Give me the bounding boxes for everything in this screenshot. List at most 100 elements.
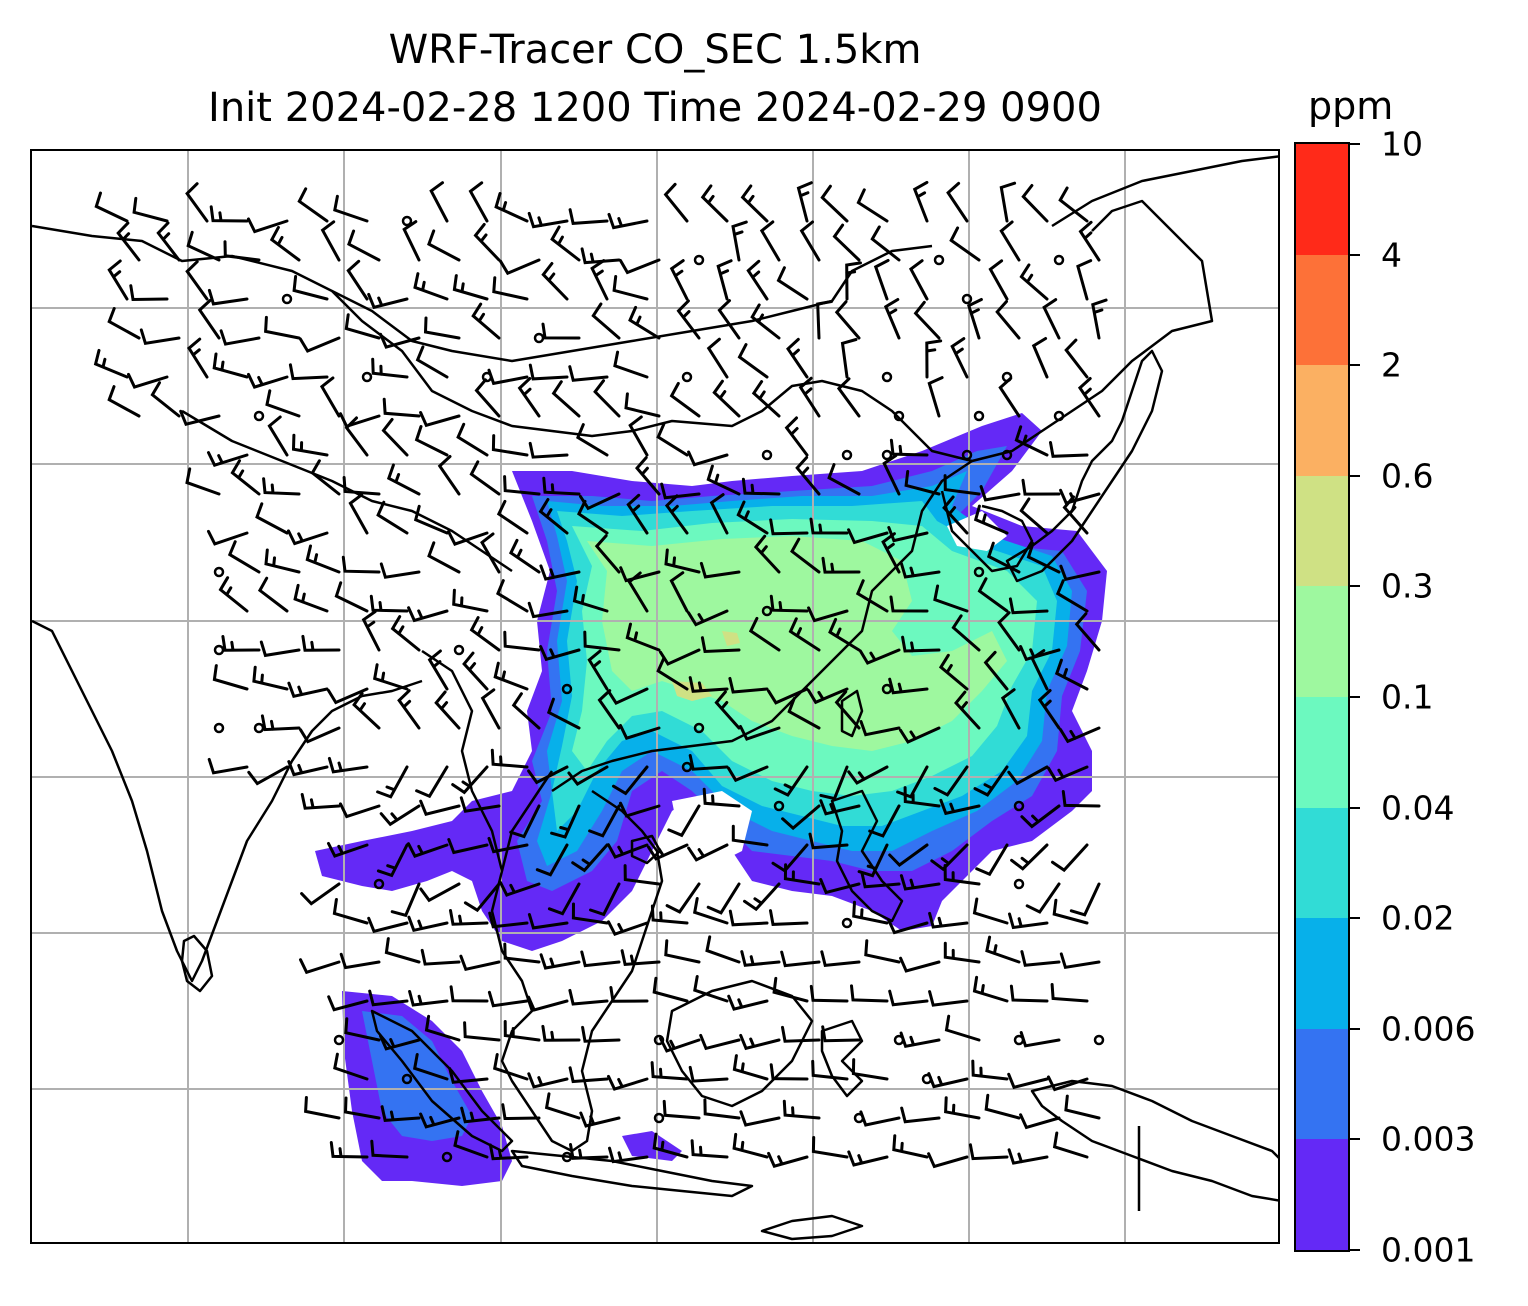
wind-barb	[688, 676, 729, 693]
wind-barb	[581, 1025, 621, 1043]
wind-barb	[197, 299, 221, 340]
calm-marker	[253, 410, 265, 422]
wind-barb	[899, 1031, 941, 1049]
wind-barb	[664, 548, 701, 574]
wind-barb	[705, 935, 741, 964]
wind-barb	[541, 1024, 581, 1042]
wind-barb	[859, 720, 901, 737]
wind-barb	[888, 677, 929, 695]
wind-barb	[1007, 765, 1049, 786]
wind-barb	[692, 897, 729, 925]
calm-marker	[973, 566, 985, 578]
wind-barb	[587, 649, 609, 691]
colorbar-segment	[1296, 475, 1348, 587]
wind-barb	[503, 942, 541, 964]
wind-barb	[379, 332, 421, 349]
wind-barb	[129, 284, 169, 302]
wind-barb	[628, 415, 649, 457]
wind-barb	[662, 1099, 701, 1120]
plume-level-0.1	[587, 536, 1007, 751]
wind-barb	[594, 534, 621, 574]
wind-barb	[783, 863, 821, 886]
wind-barb	[951, 614, 981, 652]
wind-barb	[185, 467, 221, 496]
wind-barb	[334, 581, 369, 613]
wind-barb	[463, 882, 501, 913]
wind-barb	[590, 259, 609, 301]
wind-barb	[329, 1141, 369, 1159]
wind-barb	[597, 689, 621, 730]
calm-marker	[561, 1151, 573, 1163]
colorbar-tick	[1350, 1249, 1360, 1251]
wind-barb	[468, 181, 489, 223]
wind-barb	[499, 258, 541, 276]
calm-marker	[333, 1034, 345, 1046]
wind-barb	[999, 220, 1021, 262]
wind-barb	[327, 842, 369, 858]
wind-barb	[212, 664, 249, 691]
wind-barb	[247, 372, 289, 389]
wind-barb	[904, 470, 941, 496]
wind-barb	[1019, 1031, 1061, 1048]
wind-barb	[550, 804, 581, 839]
wind-barb	[693, 975, 729, 1003]
wind-barb	[588, 804, 621, 838]
wind-barb	[186, 230, 221, 262]
wind-barb	[299, 726, 341, 744]
wind-barb	[527, 913, 569, 930]
wind-barb	[887, 526, 929, 543]
calm-marker	[361, 371, 373, 383]
wind-barb	[612, 765, 649, 796]
wind-barb	[900, 1106, 941, 1124]
wind-barb	[700, 636, 741, 654]
wind-barb	[954, 690, 981, 730]
wind-barb	[612, 275, 649, 301]
wind-barb	[367, 916, 409, 934]
wind-barb	[901, 635, 941, 653]
colorbar-tick-label: 2	[1381, 345, 1402, 385]
wind-barb	[412, 1053, 449, 1081]
wind-barb	[927, 1072, 969, 1089]
colorbar-tick	[1350, 253, 1360, 256]
wind-barb	[899, 874, 941, 891]
wind-barb	[946, 181, 969, 223]
wind-barb	[327, 756, 369, 774]
wind-barb	[688, 754, 729, 771]
wind-barb	[347, 229, 381, 262]
wind-barb	[370, 1139, 409, 1159]
border-himalaya	[181, 409, 513, 573]
wind-barb	[539, 564, 581, 581]
wind-barb	[1037, 689, 1061, 730]
wind-barb	[299, 958, 341, 975]
wind-barb	[769, 594, 809, 613]
wind-barb	[255, 502, 289, 535]
calm-marker	[853, 1112, 865, 1124]
wind-barb	[652, 976, 689, 1003]
wind-barb	[928, 990, 969, 1007]
wind-barb	[339, 952, 381, 970]
wind-barb	[427, 541, 461, 574]
coast-philippines	[830, 789, 904, 923]
wind-barb	[739, 1110, 781, 1127]
wind-barb	[429, 181, 449, 223]
wind-barb	[415, 345, 449, 379]
wind-barb	[1051, 843, 1089, 873]
wind-barb	[252, 665, 289, 691]
wind-barb	[593, 379, 621, 418]
plume-level-0.001-java	[622, 1131, 682, 1161]
wind-barb	[292, 275, 329, 301]
wind-barb	[451, 765, 489, 795]
wind-barb	[1062, 495, 1089, 535]
wind-barb	[669, 571, 689, 613]
wind-barb	[339, 802, 381, 819]
wind-barb	[494, 192, 529, 223]
wind-barb	[501, 1103, 541, 1121]
wind-barb	[821, 1025, 861, 1043]
wind-barb	[927, 1152, 969, 1169]
wind-barb	[703, 1098, 741, 1120]
wind-barb	[772, 976, 809, 1003]
calm-marker	[373, 878, 385, 890]
wind-barb	[1020, 804, 1061, 829]
calm-marker	[281, 293, 293, 305]
wind-barb	[301, 634, 341, 652]
